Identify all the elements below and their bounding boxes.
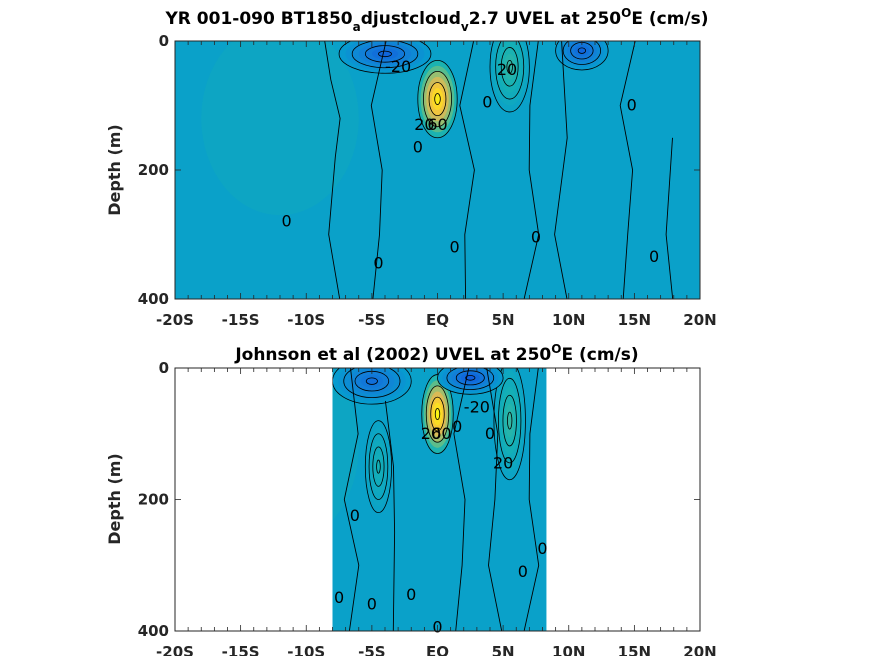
x-tick-label: 20N: [683, 311, 716, 329]
panel2-ylabel: Depth (m): [105, 453, 124, 545]
zero-contour-line: [619, 41, 636, 299]
zero-contour-line: [523, 368, 540, 631]
zero-contour-line: [324, 41, 341, 299]
contour-label: 0: [367, 595, 377, 614]
positive-contour: [434, 407, 441, 421]
x-tick-label: -20S: [156, 643, 194, 656]
contour-label: 0: [350, 506, 360, 525]
y-tick-label: 0: [159, 32, 169, 50]
contour-field: [175, 41, 700, 299]
x-tick-label: -10S: [287, 643, 325, 656]
x-tick-label: 5N: [492, 311, 515, 329]
field-patch: [201, 41, 359, 216]
contour-label: 0: [537, 539, 547, 558]
negative-contour: [365, 377, 378, 385]
contour-label: 0: [627, 96, 637, 115]
x-tick-label: 20N: [683, 643, 716, 656]
x-tick-label: EQ: [426, 643, 449, 656]
negative-contour: [465, 375, 476, 381]
zero-contour-line: [453, 368, 470, 631]
y-tick-label: 0: [159, 359, 169, 377]
zero-contour-line: [370, 41, 387, 299]
negative-contour: [378, 50, 392, 58]
contour-label: 20: [414, 115, 434, 134]
contour-label: 60: [427, 115, 447, 134]
x-tick-label: 5N: [492, 643, 515, 656]
zero-contour-line: [665, 137, 674, 299]
contour-label: 0: [373, 254, 383, 273]
contour-label: 0: [334, 588, 344, 607]
y-tick-label: 400: [138, 622, 169, 640]
negative-contour: [577, 47, 587, 54]
zero-contour-line: [523, 41, 540, 299]
zero-contour-line: [343, 368, 360, 631]
contour-label: 0: [531, 228, 541, 247]
x-tick-label: -10S: [287, 311, 325, 329]
panel1-title: YR 001-090 BT1850adjustcloudv2.7 UVEL at…: [164, 6, 708, 34]
contour-label: 0: [518, 562, 528, 581]
zero-contour-line: [459, 41, 475, 299]
contour-label: 0: [281, 212, 291, 231]
panel1-ylabel: Depth (m): [105, 124, 124, 216]
y-tick-label: 200: [138, 161, 169, 179]
contour-label: 0: [406, 585, 416, 604]
contour-label: -20: [464, 397, 490, 416]
positive-contour: [506, 59, 513, 74]
x-tick-label: EQ: [426, 311, 449, 329]
zero-contour-line: [384, 400, 396, 631]
contour-label: 60: [431, 424, 451, 443]
x-tick-label: 10N: [552, 643, 585, 656]
contour-label: 0: [485, 424, 495, 443]
x-tick-label: 15N: [618, 311, 651, 329]
contour-label: -20: [385, 57, 411, 76]
positive-contour: [507, 411, 513, 430]
zero-contour-line: [554, 41, 568, 299]
y-tick-label: 200: [138, 491, 169, 509]
contour-label: 20: [497, 60, 517, 79]
contour-label: 0: [413, 137, 423, 156]
contour-label: 0: [649, 247, 659, 266]
x-tick-label: -20S: [156, 311, 194, 329]
contour-label: 0: [482, 92, 492, 111]
contour-field: [332, 368, 547, 631]
x-tick-label: 15N: [618, 643, 651, 656]
x-tick-label: -5S: [358, 311, 385, 329]
contour-label: 20: [421, 424, 441, 443]
field-patch: [332, 373, 359, 521]
x-tick-label: -15S: [222, 311, 260, 329]
positive-contour: [376, 459, 381, 474]
x-tick-label: 10N: [552, 311, 585, 329]
positive-contour: [434, 93, 441, 105]
contour-label: 0: [449, 237, 459, 256]
contour-label: 0: [452, 417, 462, 436]
zero-contour-line: [486, 368, 503, 631]
contour-label: 20: [493, 453, 513, 472]
panel2-title: Johnson et al (2002) UVEL at 250OE (cm/s…: [234, 342, 638, 365]
x-tick-label: -5S: [358, 643, 385, 656]
y-tick-label: 400: [138, 290, 169, 308]
x-tick-label: -15S: [222, 643, 260, 656]
